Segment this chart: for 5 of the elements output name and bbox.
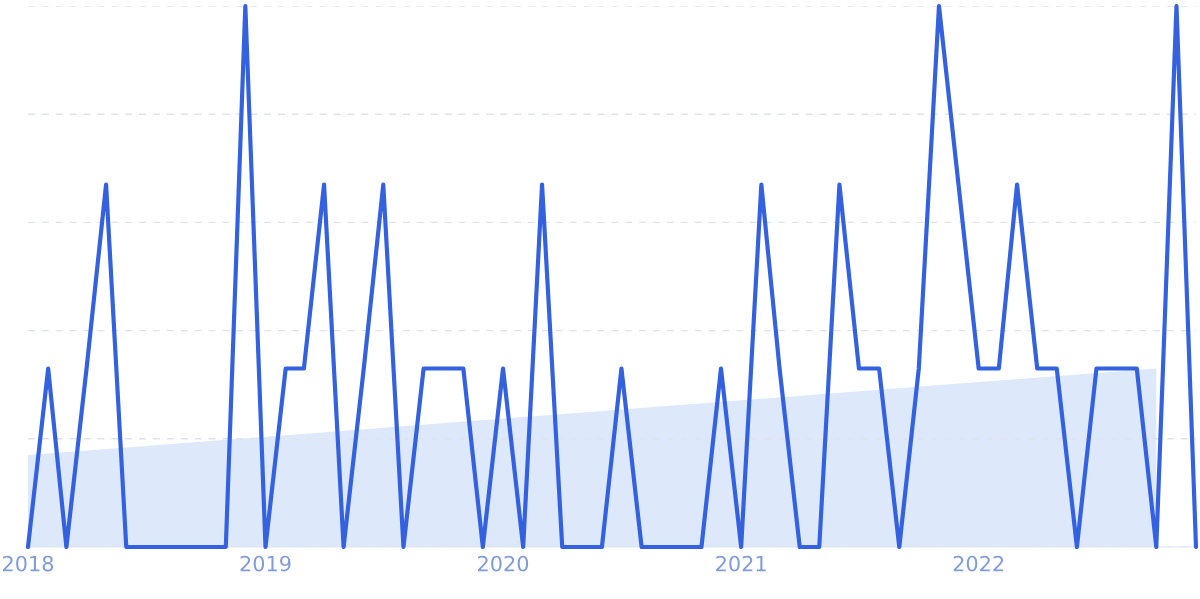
x-tick-label: 2021 <box>716 555 766 572</box>
x-tick-label: 2022 <box>953 555 1004 572</box>
x-tick-label: 2019 <box>240 555 291 572</box>
x-tick-label: 2020 <box>478 555 529 572</box>
x-tick-label: 2018 <box>3 555 54 572</box>
